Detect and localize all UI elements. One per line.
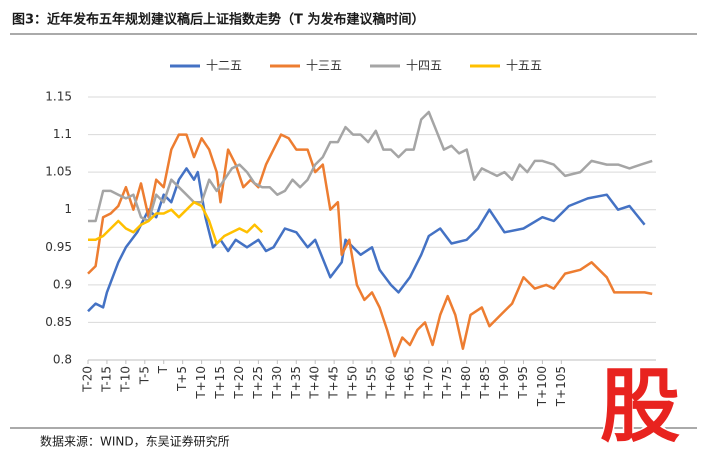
legend-label: 十二五 xyxy=(206,59,242,73)
x-tick-label: T xyxy=(156,365,170,374)
x-tick-label: T-20 xyxy=(81,366,95,393)
y-tick-label: 0.9 xyxy=(53,277,72,291)
source: 数据来源：WIND，东吴证券研究所 xyxy=(40,434,230,449)
y-tick-label: 0.8 xyxy=(53,353,72,367)
series-line xyxy=(87,167,646,313)
x-tick-label: T+100 xyxy=(535,366,549,407)
chart-title: 图3：近年发布五年规划建议稿后上证指数走势（T 为发布建议稿时间） xyxy=(12,12,424,28)
x-tick-label: T+105 xyxy=(554,366,568,407)
x-tick-label: T+55 xyxy=(365,366,379,400)
x-tick-label: T+75 xyxy=(440,366,454,400)
series-line xyxy=(87,133,653,358)
series-line xyxy=(88,200,264,245)
legend-label: 十五五 xyxy=(506,59,542,73)
x-tick-label: T+20 xyxy=(232,366,246,400)
x-tick-label: T+5 xyxy=(175,366,189,392)
legend-label: 十四五 xyxy=(406,59,442,73)
x-tick-label: T-10 xyxy=(118,366,132,393)
x-tick-label: T+90 xyxy=(497,366,511,400)
y-tick-label: 1.05 xyxy=(45,165,72,179)
x-tick-label: T+80 xyxy=(459,366,473,400)
x-tick-label: T-5 xyxy=(137,366,151,385)
x-tick-label: T+30 xyxy=(270,366,284,400)
series-line xyxy=(88,110,653,223)
x-tick-label: T+85 xyxy=(478,366,492,400)
x-tick-label: T+15 xyxy=(213,366,227,400)
x-tick-label: T-15 xyxy=(99,366,113,393)
y-tick-label: 1.15 xyxy=(45,90,72,104)
x-tick-label: T+35 xyxy=(289,366,303,400)
y-tick-label: 0.85 xyxy=(45,315,72,329)
y-tick-label: 1 xyxy=(64,202,72,216)
x-tick-label: T+60 xyxy=(383,366,397,400)
x-tick-label: T+65 xyxy=(402,366,416,400)
x-tick-label: T+70 xyxy=(421,366,435,400)
x-tick-label: T+10 xyxy=(194,366,208,400)
x-tick-label: T+45 xyxy=(327,366,341,400)
x-tick-label: T+95 xyxy=(516,366,530,400)
y-tick-label: 0.95 xyxy=(45,240,72,254)
legend-label: 十三五 xyxy=(306,59,342,73)
x-tick-label: T+25 xyxy=(251,366,265,400)
y-tick-label: 1.1 xyxy=(53,127,72,141)
watermark: 股 xyxy=(600,360,680,453)
x-tick-label: T+50 xyxy=(346,366,360,400)
x-tick-label: T+40 xyxy=(308,366,322,400)
